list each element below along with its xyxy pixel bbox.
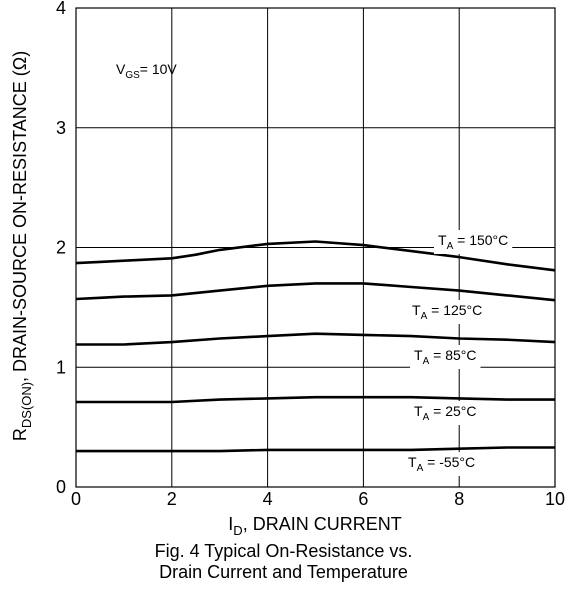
x-tick-label: 10 [545,489,565,509]
series-label: TA = 125°C [412,302,482,322]
series-label: TA = -55°C [408,454,475,474]
plot-frame [75,7,556,488]
x-axis-label: ID, DRAIN CURRENT [228,514,401,538]
series-label-bg [410,401,481,425]
series-label: TA = 150°C [438,232,508,252]
series-line [75,282,556,302]
series-label: TA = 25°C [414,403,476,423]
x-tick-labels: 0 2 4 6 8 10 [71,489,565,509]
series-line [76,332,556,346]
series-label: TA = 85°C [414,347,476,367]
y-tick-label: 3 [56,118,66,138]
y-tick-label: 1 [56,357,66,377]
x-tick-label: 2 [167,489,177,509]
series-lines [75,240,556,453]
x-tick-label: 0 [71,489,81,509]
x-tick-label: 4 [263,489,273,509]
vgs-annotation: VGS= 10V [116,61,177,81]
x-tick-label: 8 [454,489,464,509]
figure-caption-line-2: Drain Current and Temperature [159,562,408,582]
series-line [76,446,555,453]
figure-caption-line-1: Fig. 4 Typical On-Resistance vs. [154,541,413,561]
series-labels: TA = 150°C TA = 125°C TA = 85°C TA = 25°C TA… [404,230,513,476]
series-label-bg [408,300,487,324]
series-line [76,395,555,404]
y-tick-label: 0 [56,477,66,497]
y-tick-labels: 0 1 2 3 4 [56,0,66,497]
series-label-bg [434,230,513,254]
series-label-bg [410,345,481,369]
y-tick-label: 2 [56,238,66,258]
y-axis-label: RDS(ON), DRAIN-SOURCE ON-RESISTANCE (Ω) [10,51,34,441]
series-label-bg [404,452,480,476]
y-tick-label: 4 [56,0,66,18]
series-line [75,240,556,272]
x-tick-label: 6 [358,489,368,509]
